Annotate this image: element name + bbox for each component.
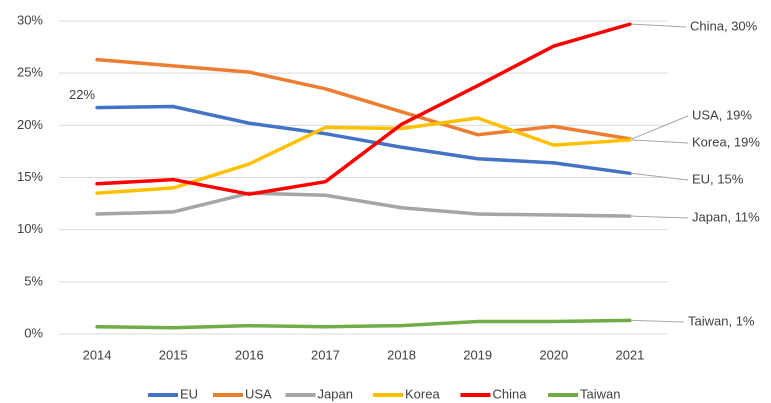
legend-label: EU xyxy=(180,386,198,401)
legend-label: China xyxy=(493,386,528,401)
leader-line xyxy=(631,215,689,219)
leader-line xyxy=(631,139,689,144)
x-tick-label: 2016 xyxy=(235,347,264,362)
y-tick-label: 5% xyxy=(24,273,43,288)
leader-line xyxy=(631,319,685,323)
end-label: EU, 15% xyxy=(692,171,744,186)
legend-label: USA xyxy=(245,386,272,401)
y-tick-label: 20% xyxy=(17,117,43,132)
legend-label: Taiwan xyxy=(580,386,620,401)
end-label: Korea, 19% xyxy=(692,134,760,149)
end-label: China, 30% xyxy=(690,18,758,33)
end-label: Taiwan, 1% xyxy=(688,313,755,328)
legend-label: Korea xyxy=(405,386,440,401)
series-line xyxy=(95,318,632,330)
x-tick-label: 2020 xyxy=(539,347,568,362)
data-label: 22% xyxy=(69,87,95,102)
series-line xyxy=(95,104,632,176)
x-tick-label: 2017 xyxy=(311,347,340,362)
y-tick-label: 25% xyxy=(17,65,43,80)
leader-line xyxy=(631,172,689,181)
x-tick-label: 2021 xyxy=(615,347,644,362)
x-tick-label: 2018 xyxy=(387,347,416,362)
series-line xyxy=(95,116,632,195)
series-line xyxy=(95,22,632,196)
y-tick-label: 0% xyxy=(24,325,43,340)
end-label: Japan, 11% xyxy=(692,209,760,224)
y-tick-label: 15% xyxy=(17,169,43,184)
y-tick-label: 30% xyxy=(17,12,43,27)
series-line xyxy=(95,57,632,141)
legend-label: Japan xyxy=(318,386,353,401)
x-tick-label: 2015 xyxy=(159,347,188,362)
x-tick-label: 2014 xyxy=(83,347,112,362)
y-tick-label: 10% xyxy=(17,221,43,236)
x-tick-label: 2019 xyxy=(463,347,492,362)
end-label: USA, 19% xyxy=(692,107,752,122)
leader-line xyxy=(631,23,687,28)
series-line xyxy=(95,191,632,218)
leader-line xyxy=(631,115,689,140)
